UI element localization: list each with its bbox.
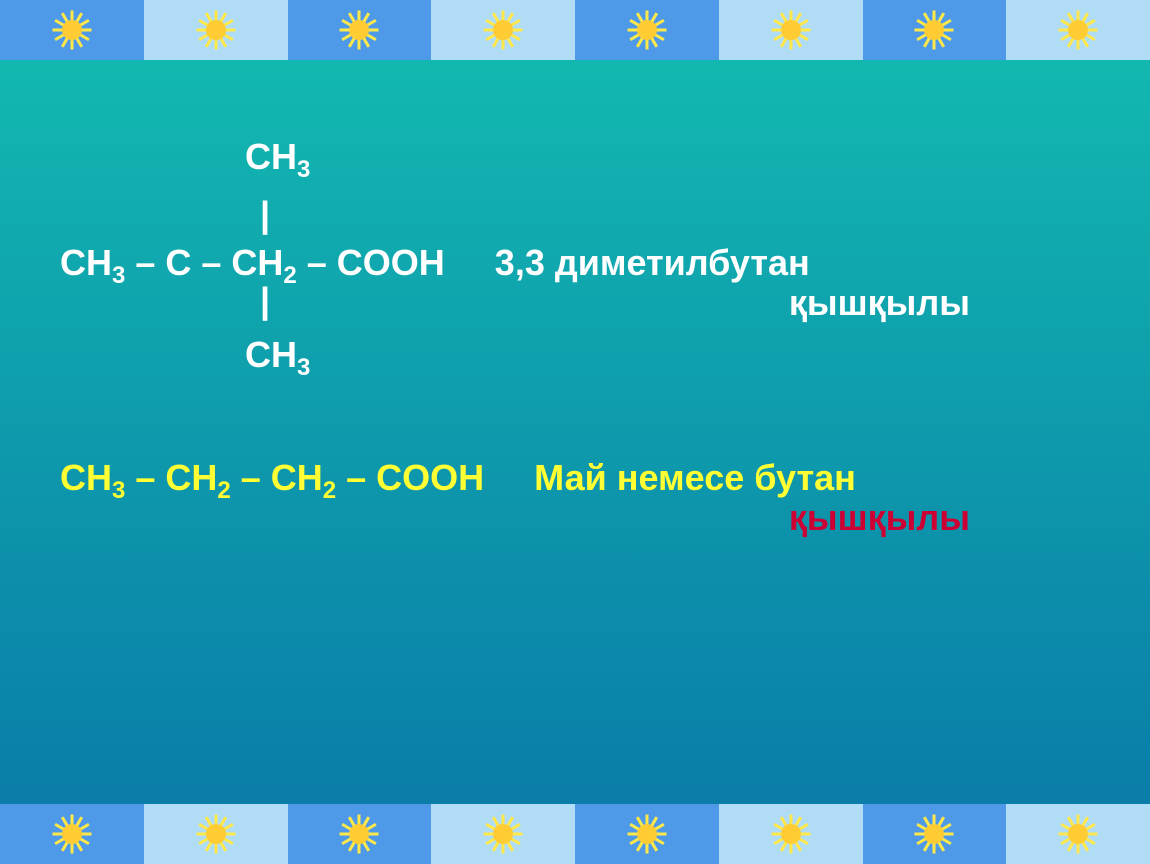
sun-icon <box>914 814 954 854</box>
formula1-ch3-bottom: CH <box>245 334 297 375</box>
sun-icon <box>339 10 379 50</box>
border-tile <box>144 0 288 60</box>
formula-block-2: CH3 – CH2 – CH2 – COOH Май немесе бутан … <box>60 457 1090 539</box>
formula1-ch3-top: CH <box>245 136 297 177</box>
sun-icon <box>339 814 379 854</box>
sun-icon <box>627 814 667 854</box>
border-tile <box>863 0 1007 60</box>
border-tile <box>1006 0 1150 60</box>
border-tile <box>575 0 719 60</box>
formula2-name: Май немесе бутан <box>534 457 856 499</box>
border-tile <box>0 0 144 60</box>
border-tile <box>1006 804 1150 864</box>
border-tile <box>431 804 575 864</box>
sun-icon <box>52 814 92 854</box>
sun-icon <box>483 814 523 854</box>
formula1-name: 3,3 диметилбутан <box>495 242 810 284</box>
border-tile <box>719 0 863 60</box>
border-tile <box>431 0 575 60</box>
sun-icon <box>627 10 667 50</box>
border-tile <box>288 804 432 864</box>
formula2-main: CH3 – CH2 – CH2 – COOH <box>60 457 484 505</box>
border-tile <box>575 804 719 864</box>
sun-icon <box>914 10 954 50</box>
border-tile <box>288 0 432 60</box>
sun-icon <box>771 10 811 50</box>
decorative-border-bottom <box>0 804 1150 864</box>
border-tile <box>719 804 863 864</box>
sun-icon <box>196 10 236 50</box>
sun-icon <box>52 10 92 50</box>
formula1-top-group: CH3 <box>60 130 1090 188</box>
border-tile <box>0 804 144 864</box>
formula1-bond-top: | <box>60 188 1090 242</box>
sun-icon <box>1058 814 1098 854</box>
formula1-bottom-group: CH3 <box>60 328 1090 386</box>
border-tile <box>863 804 1007 864</box>
slide-content: CH3 | CH3 – C – CH2 – COOH 3,3 диметилбу… <box>0 60 1150 804</box>
sun-icon <box>196 814 236 854</box>
sun-icon <box>483 10 523 50</box>
sun-icon <box>1058 10 1098 50</box>
decorative-border-top <box>0 0 1150 60</box>
formula1-main: CH3 – C – CH2 – COOH <box>60 242 445 290</box>
border-tile <box>144 804 288 864</box>
formula-block-1: CH3 | CH3 – C – CH2 – COOH 3,3 диметилбу… <box>60 130 1090 387</box>
sun-icon <box>771 814 811 854</box>
